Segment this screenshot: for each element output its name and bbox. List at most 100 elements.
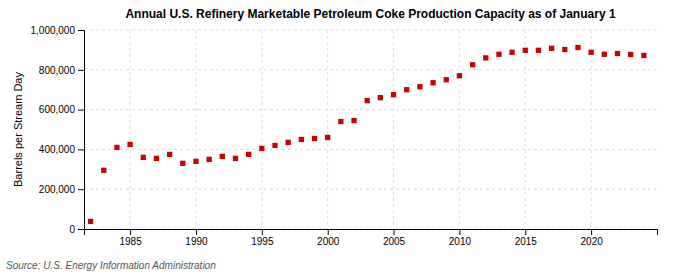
- tick: 2005: [383, 229, 406, 247]
- point: [483, 55, 488, 60]
- point: [127, 142, 132, 147]
- tick-label: 2020: [581, 236, 604, 247]
- x-axis: 1985 1990 1995 2000 2005 2010 2015 2020: [85, 229, 658, 247]
- point: [549, 46, 554, 51]
- grid-line: [84, 149, 657, 150]
- point: [365, 98, 370, 103]
- y-axis: 0 200,000 400,000 600,000 800,000 1,000,000: [31, 25, 85, 235]
- point: [536, 48, 541, 53]
- tick-mark: [394, 229, 395, 235]
- point: [470, 62, 475, 67]
- point: [430, 80, 435, 85]
- point: [272, 143, 277, 148]
- tick: 1,000,000: [31, 25, 85, 36]
- tick: 600,000: [39, 104, 84, 115]
- tick: 1995: [251, 229, 274, 247]
- grid-line: [327, 30, 328, 229]
- tick: 800,000: [39, 65, 84, 76]
- point: [496, 52, 501, 57]
- tick: 2000: [317, 229, 340, 247]
- tick-mark: [130, 229, 131, 235]
- point: [588, 50, 593, 55]
- y-axis-label: Barrels per Stream Day: [12, 72, 24, 187]
- tick-mark: [78, 70, 84, 71]
- point: [628, 52, 633, 57]
- grid-line: [130, 30, 131, 229]
- tick-label: 400,000: [39, 144, 76, 155]
- point: [101, 168, 106, 173]
- tick: 1990: [185, 229, 208, 247]
- tick-label: 2010: [449, 236, 472, 247]
- point: [114, 145, 119, 150]
- tick-mark: [78, 229, 84, 230]
- tick-mark: [78, 189, 84, 190]
- grid-line: [525, 30, 526, 229]
- point: [206, 157, 211, 162]
- point: [141, 155, 146, 160]
- point: [299, 137, 304, 142]
- point: [167, 152, 172, 157]
- point: [404, 87, 409, 92]
- tick-label: 600,000: [39, 104, 76, 115]
- tick-mark: [525, 229, 526, 235]
- tick: 2020: [581, 229, 604, 247]
- point: [312, 136, 317, 141]
- point: [193, 159, 198, 164]
- point: [220, 154, 225, 159]
- tick-label: 1,000,000: [31, 25, 76, 36]
- point: [641, 53, 646, 58]
- grid-line: [459, 30, 460, 229]
- point: [154, 156, 159, 161]
- point: [88, 219, 93, 224]
- tick-label: 0: [69, 224, 75, 235]
- tick-label: 1985: [119, 236, 142, 247]
- tick: 2010: [449, 229, 472, 247]
- tick-label: 2005: [383, 236, 406, 247]
- point: [286, 140, 291, 145]
- grid-line: [84, 109, 657, 110]
- tick: 200,000: [39, 184, 84, 195]
- tick-label: 2015: [515, 236, 538, 247]
- source-note: Source: U.S. Energy Information Administ…: [6, 260, 216, 271]
- point: [575, 45, 580, 50]
- tick: 0: [69, 224, 84, 235]
- tick-mark: [459, 229, 460, 235]
- point: [391, 92, 396, 97]
- point: [602, 52, 607, 57]
- axis-line: [78, 31, 85, 230]
- tick-label: 2000: [317, 236, 340, 247]
- grid-line: [84, 189, 657, 190]
- tick-label: 800,000: [39, 65, 76, 76]
- point: [246, 152, 251, 157]
- point: [338, 119, 343, 124]
- grid-line: [393, 30, 394, 229]
- grid-line: [591, 30, 592, 229]
- point: [417, 84, 422, 89]
- grid-line: [84, 30, 657, 31]
- point: [180, 161, 185, 166]
- tick-mark: [328, 229, 329, 235]
- point: [325, 135, 330, 140]
- point: [351, 118, 356, 123]
- tick: 400,000: [39, 144, 84, 155]
- tick-label: 1995: [251, 236, 274, 247]
- chart-svg: 1985 1990 1995 2000 2005 2010 2015 2020 0 200,000…: [0, 0, 675, 275]
- point: [509, 50, 514, 55]
- point: [259, 146, 264, 151]
- grid-line: [261, 30, 262, 229]
- point: [233, 156, 238, 161]
- points: [88, 45, 647, 224]
- grid-line: [84, 69, 657, 70]
- tick-mark: [78, 30, 84, 31]
- tick: 1985: [119, 229, 142, 247]
- tick-label: 1990: [185, 236, 208, 247]
- point: [378, 95, 383, 100]
- chart-container: 1985 1990 1995 2000 2005 2010 2015 2020 0 200,000…: [0, 0, 675, 275]
- point: [523, 48, 528, 53]
- point: [562, 47, 567, 52]
- tick-mark: [78, 110, 84, 111]
- tick-label: 200,000: [39, 184, 76, 195]
- grid-line: [195, 30, 196, 229]
- tick-mark: [196, 229, 197, 235]
- point: [457, 73, 462, 78]
